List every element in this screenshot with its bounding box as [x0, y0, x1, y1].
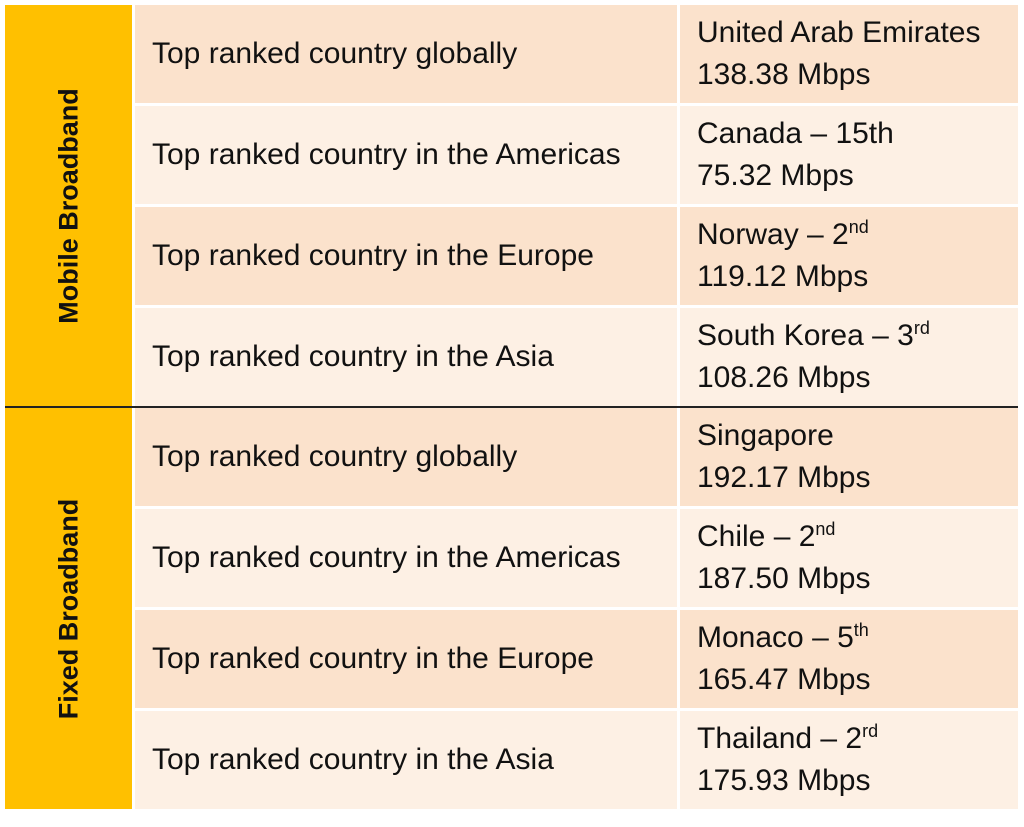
speed-value: 165.47 Mbps: [697, 663, 871, 696]
speed-value: 187.50 Mbps: [697, 562, 871, 595]
result-cell: United Arab Emirates 138.38 Mbps: [680, 5, 1018, 103]
section-title: Mobile Broadband: [53, 87, 83, 324]
country-rank: Norway – 2nd: [697, 217, 869, 251]
rank-suffix: rd: [913, 318, 930, 338]
table-row: Top ranked country globally United Arab …: [135, 5, 1018, 103]
result-cell: Chile – 2nd 187.50 Mbps: [680, 509, 1018, 607]
metric-label: Top ranked country globally: [135, 408, 677, 506]
result-cell: Thailand – 2rd 175.93 Mbps: [680, 711, 1018, 809]
speed-value: 75.32 Mbps: [697, 159, 854, 192]
metric-label: Top ranked country in the Asia: [135, 308, 677, 406]
country-rank: Thailand – 2rd: [697, 721, 879, 755]
result-cell: Norway – 2nd 119.12 Mbps: [680, 207, 1018, 305]
result-cell: Canada – 15th 75.32 Mbps: [680, 106, 1018, 204]
section-header: Mobile Broadband: [5, 5, 132, 406]
section-rows: Top ranked country globally United Arab …: [135, 5, 1018, 406]
table-row: Top ranked country globally Singapore 19…: [135, 408, 1018, 506]
table-row: Top ranked country in the Europe Monaco …: [135, 610, 1018, 708]
table-row: Top ranked country in the Americas Canad…: [135, 106, 1018, 204]
country-rank: Chile – 2nd: [697, 519, 836, 553]
table-row: Top ranked country in the Europe Norway …: [135, 207, 1018, 305]
table-row: Top ranked country in the Asia South Kor…: [135, 308, 1018, 406]
speed-value: 175.93 Mbps: [697, 764, 871, 797]
country-rank: Singapore: [697, 419, 834, 452]
country-rank: Canada – 15th: [697, 117, 894, 150]
metric-label: Top ranked country in the Asia: [135, 711, 677, 809]
table-row: Top ranked country in the Americas Chile…: [135, 509, 1018, 607]
metric-label: Top ranked country in the Europe: [135, 207, 677, 305]
result-cell: South Korea – 3rd 108.26 Mbps: [680, 308, 1018, 406]
rank-suffix: rd: [862, 721, 879, 741]
section-rows: Top ranked country globally Singapore 19…: [135, 408, 1018, 809]
metric-label: Top ranked country in the Americas: [135, 509, 677, 607]
metric-label: Top ranked country in the Europe: [135, 610, 677, 708]
table-row: Top ranked country in the Asia Thailand …: [135, 711, 1018, 809]
section-fixed-broadband: Fixed Broadband Top ranked country globa…: [5, 406, 1018, 809]
speed-value: 108.26 Mbps: [697, 361, 871, 394]
rank-suffix: nd: [848, 217, 869, 237]
rank-suffix: nd: [815, 519, 836, 539]
speed-value: 119.12 Mbps: [697, 260, 869, 293]
result-cell: Singapore 192.17 Mbps: [680, 408, 1018, 506]
metric-label: Top ranked country globally: [135, 5, 677, 103]
section-header: Fixed Broadband: [5, 408, 132, 809]
country-rank: Monaco – 5th: [697, 620, 869, 654]
metric-label: Top ranked country in the Americas: [135, 106, 677, 204]
speed-value: 192.17 Mbps: [697, 461, 871, 494]
section-mobile-broadband: Mobile Broadband Top ranked country glob…: [5, 5, 1018, 406]
speed-value: 138.38 Mbps: [697, 58, 871, 91]
country-rank: United Arab Emirates: [697, 16, 981, 49]
section-title: Fixed Broadband: [53, 498, 83, 719]
country-rank: South Korea – 3rd: [697, 318, 930, 352]
result-cell: Monaco – 5th 165.47 Mbps: [680, 610, 1018, 708]
rank-suffix: th: [853, 620, 869, 640]
broadband-ranking-table: Mobile Broadband Top ranked country glob…: [5, 5, 1018, 809]
